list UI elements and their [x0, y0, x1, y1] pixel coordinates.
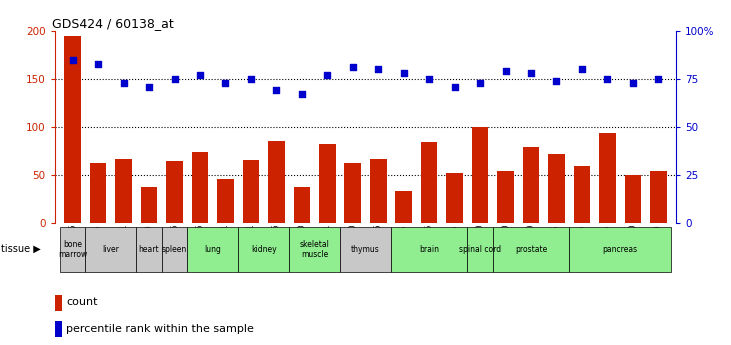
- Point: [398, 70, 409, 76]
- Point: [67, 57, 78, 62]
- Bar: [192, 152, 208, 223]
- Point: [322, 72, 333, 78]
- Point: [525, 70, 537, 76]
- Bar: [493, 227, 569, 272]
- Point: [169, 76, 181, 82]
- Text: pancreas: pancreas: [602, 245, 637, 254]
- Bar: [55, 321, 62, 337]
- Bar: [370, 159, 387, 223]
- Text: thymus: thymus: [351, 245, 380, 254]
- Text: skeletal
muscle: skeletal muscle: [300, 239, 330, 259]
- Bar: [650, 171, 667, 223]
- Point: [219, 80, 231, 86]
- Bar: [55, 295, 62, 311]
- Bar: [319, 144, 336, 223]
- Bar: [340, 227, 391, 272]
- Bar: [115, 159, 132, 223]
- Text: count: count: [66, 297, 97, 307]
- Bar: [162, 227, 187, 272]
- Point: [270, 88, 282, 93]
- Text: spleen: spleen: [162, 245, 187, 254]
- Text: brain: brain: [419, 245, 439, 254]
- Bar: [238, 227, 289, 272]
- Bar: [421, 142, 437, 223]
- Text: kidney: kidney: [251, 245, 276, 254]
- Bar: [574, 166, 590, 223]
- Text: spinal cord: spinal cord: [459, 245, 501, 254]
- Text: lung: lung: [204, 245, 221, 254]
- Bar: [268, 141, 284, 223]
- Point: [602, 76, 613, 82]
- Bar: [166, 161, 183, 223]
- Bar: [344, 163, 361, 223]
- Point: [143, 84, 155, 89]
- Bar: [471, 127, 488, 223]
- Point: [296, 91, 308, 97]
- Text: heart: heart: [139, 245, 159, 254]
- Text: prostate: prostate: [515, 245, 547, 254]
- Bar: [217, 179, 234, 223]
- Bar: [294, 187, 310, 223]
- Point: [449, 84, 461, 89]
- Bar: [395, 191, 412, 223]
- Bar: [86, 227, 136, 272]
- Bar: [243, 160, 260, 223]
- Bar: [60, 227, 86, 272]
- Point: [347, 65, 359, 70]
- Point: [653, 76, 664, 82]
- Point: [118, 80, 129, 86]
- Text: liver: liver: [102, 245, 119, 254]
- Point: [194, 72, 206, 78]
- Point: [245, 76, 257, 82]
- Bar: [599, 132, 616, 223]
- Bar: [289, 227, 340, 272]
- Point: [423, 76, 435, 82]
- Bar: [90, 163, 107, 223]
- Bar: [467, 227, 493, 272]
- Point: [372, 67, 384, 72]
- Bar: [569, 227, 671, 272]
- Bar: [64, 36, 81, 223]
- Text: GDS424 / 60138_at: GDS424 / 60138_at: [52, 17, 173, 30]
- Bar: [187, 227, 238, 272]
- Point: [474, 80, 486, 86]
- Point: [627, 80, 639, 86]
- Bar: [447, 173, 463, 223]
- Bar: [391, 227, 467, 272]
- Bar: [548, 154, 565, 223]
- Point: [500, 69, 512, 74]
- Point: [92, 61, 104, 66]
- Point: [576, 67, 588, 72]
- Point: [550, 78, 562, 83]
- Bar: [523, 147, 539, 223]
- Bar: [136, 227, 162, 272]
- Bar: [624, 175, 641, 223]
- Text: bone
marrow: bone marrow: [58, 239, 87, 259]
- Text: percentile rank within the sample: percentile rank within the sample: [66, 324, 254, 334]
- Text: tissue ▶: tissue ▶: [1, 244, 40, 254]
- Bar: [141, 187, 157, 223]
- Bar: [497, 171, 514, 223]
